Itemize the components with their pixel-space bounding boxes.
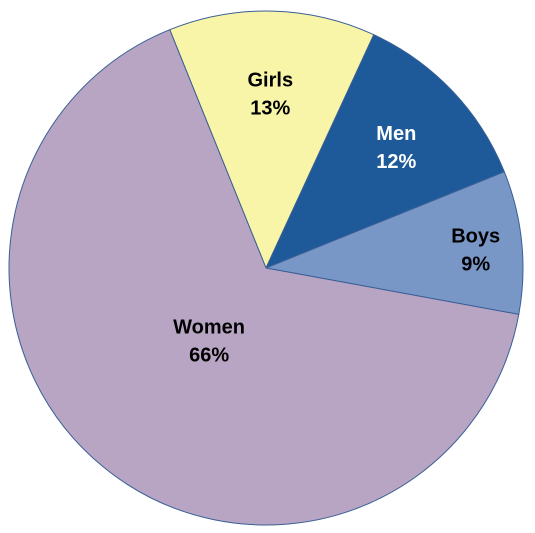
slice-value-women: 66% [189, 345, 229, 367]
pie-slice-boys [265, 171, 524, 315]
slice-label-girls: Girls [248, 70, 294, 92]
slice-value-boys: 9% [461, 254, 490, 276]
slice-label-men: Men [376, 123, 416, 145]
slice-value-girls: 13% [250, 98, 290, 120]
slice-value-men: 12% [376, 151, 416, 173]
pie-slices [8, 10, 524, 526]
pie-slice-women [8, 29, 520, 526]
slice-label-women: Women [173, 317, 245, 339]
pie-labels: Girls 13% Men 12% Boys 9% Women 66% [173, 70, 500, 367]
slice-label-boys: Boys [451, 226, 500, 248]
pie-slice-girls [169, 10, 375, 269]
pie-slice-men [265, 34, 505, 269]
